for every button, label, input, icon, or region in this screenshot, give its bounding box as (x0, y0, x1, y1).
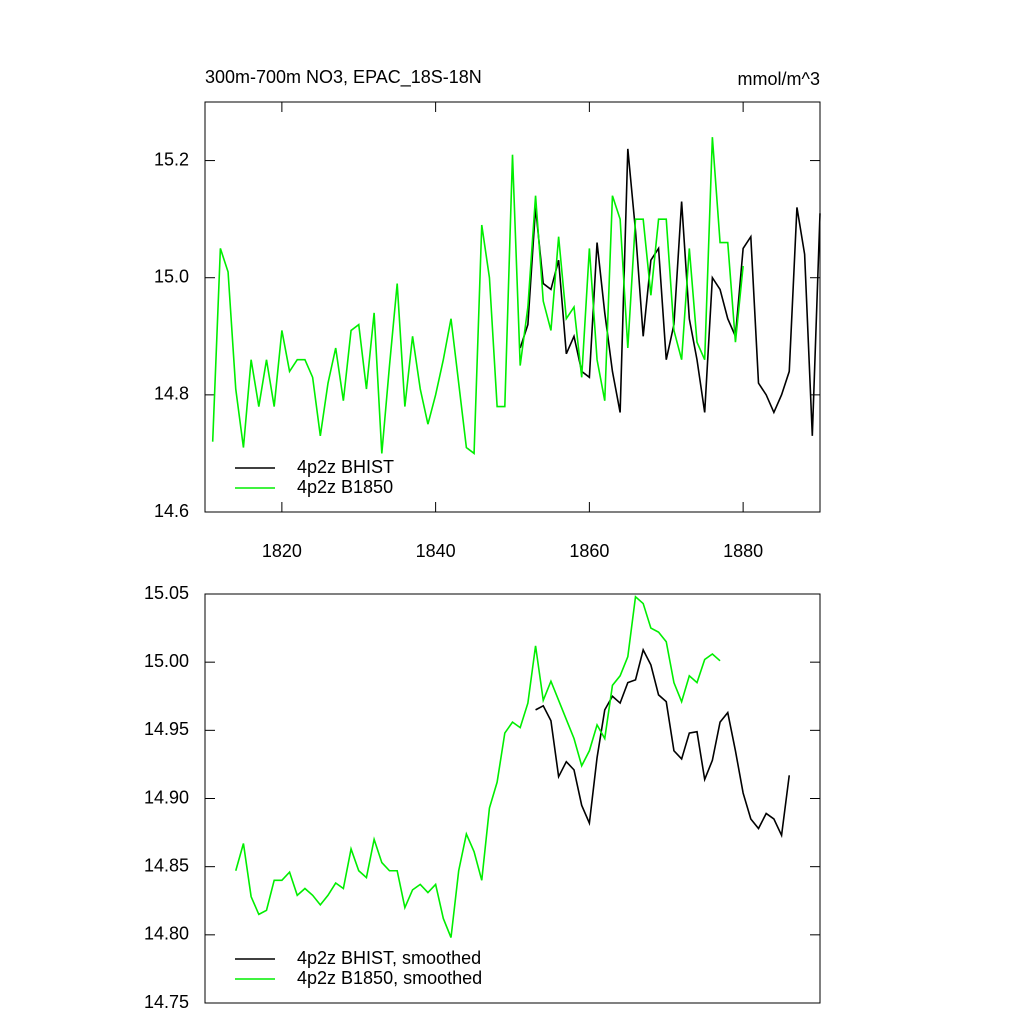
y-tick-label: 15.00 (144, 651, 189, 671)
y-tick-label: 14.6 (154, 501, 189, 521)
y-tick-label: 14.95 (144, 719, 189, 739)
data-line (234, 595, 721, 938)
data-line (211, 137, 744, 456)
y-tick-label: 15.0 (154, 266, 189, 286)
y-tick-label: 14.80 (144, 924, 189, 944)
y-tick-label: 14.75 (144, 992, 189, 1012)
y-tick-label: 15.05 (144, 583, 189, 603)
legend-label: 4p2z BHIST, smoothed (297, 948, 481, 968)
units-label: mmol/m^3 (738, 69, 820, 89)
plot-frame (204, 593, 821, 1004)
x-tick-label: 1840 (416, 541, 456, 561)
legend-label: 4p2z B1850 (297, 477, 393, 497)
y-tick-label: 14.8 (154, 384, 189, 404)
x-tick-label: 1860 (569, 541, 609, 561)
y-tick-label: 15.2 (154, 149, 189, 169)
y-tick-label: 14.85 (144, 855, 189, 875)
legend-label: 4p2z B1850, smoothed (297, 968, 482, 988)
data-line (519, 148, 821, 436)
x-tick-label: 1880 (723, 541, 763, 561)
legend-label: 4p2z BHIST (297, 457, 394, 477)
y-tick-label: 14.90 (144, 787, 189, 807)
chart-title: 300m-700m NO3, EPAC_18S-18N (205, 67, 482, 88)
data-line (535, 647, 791, 839)
x-tick-label: 1820 (262, 541, 302, 561)
plot-frame (204, 101, 821, 513)
